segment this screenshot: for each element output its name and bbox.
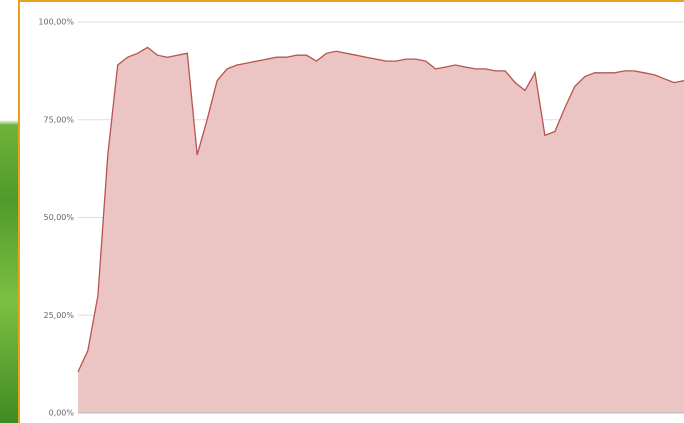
y-tick-label: 25,00% xyxy=(43,311,74,320)
area xyxy=(78,47,684,413)
y-tick-label: 100,00% xyxy=(38,18,74,27)
y-tick-label: 0,00% xyxy=(49,409,75,418)
y-tick-label: 75,00% xyxy=(43,115,74,124)
screen: 0,00% 25,00% 50,00% 75,00% 100,00% xyxy=(0,0,684,423)
y-tick-label: 50,00% xyxy=(43,213,74,222)
chart: 0,00% 25,00% 50,00% 75,00% 100,00% xyxy=(0,0,684,423)
